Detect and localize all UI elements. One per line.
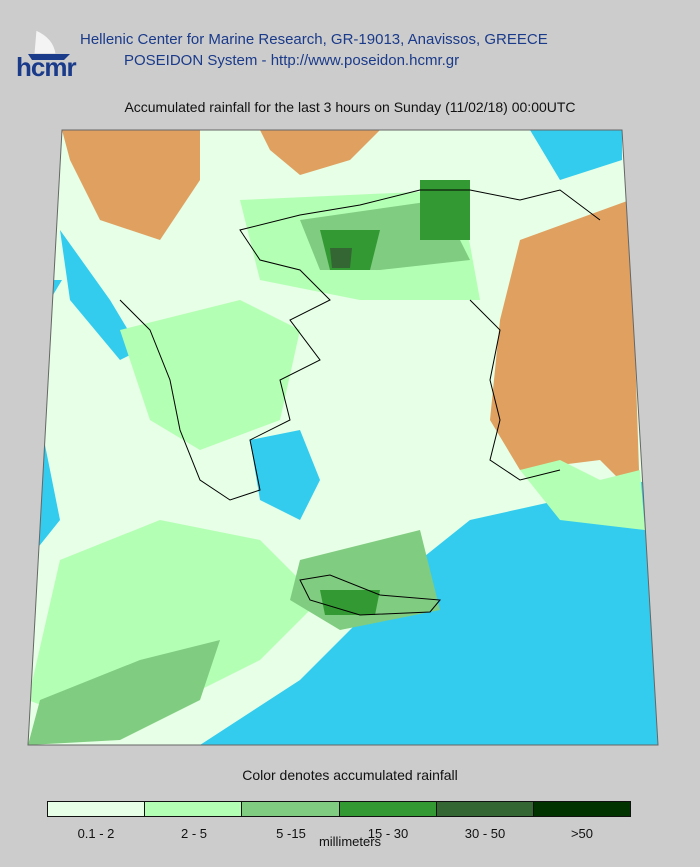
legend-swatch-5-15 xyxy=(242,802,340,816)
legend-swatch-gt50 xyxy=(533,802,631,816)
legend-swatch-30-50 xyxy=(436,802,534,816)
dry-nw xyxy=(62,130,200,240)
legend-swatch-2-5 xyxy=(145,802,243,816)
dry-anatolia xyxy=(490,200,640,500)
dry-north xyxy=(260,130,380,175)
coastline-crete xyxy=(299,574,441,616)
rain-2-5-east xyxy=(520,460,645,530)
legend-label: 30 - 50 xyxy=(464,826,506,841)
logo-text: hcmr xyxy=(16,52,77,82)
legend-label: 15 - 30 xyxy=(367,826,409,841)
legend-swatch-0.1-2 xyxy=(48,802,146,816)
legend-label: >50 xyxy=(570,826,594,841)
rain-15-30-b xyxy=(420,180,470,240)
rain-15-30-crete xyxy=(320,590,380,615)
sea-gulf xyxy=(250,430,320,520)
legend-color-bar xyxy=(47,801,631,817)
header-line-1: Hellenic Center for Marine Research, GR-… xyxy=(80,31,548,48)
map-frame xyxy=(27,129,659,746)
header-line-2[interactable]: POSEIDON System - http://www.poseidon.hc… xyxy=(124,52,460,69)
rain-30-50 xyxy=(330,248,352,268)
map-title: Accumulated rainfall for the last 3 hour… xyxy=(124,99,576,115)
legend-label: 2 - 5 xyxy=(180,826,207,841)
sea-ionian-north xyxy=(60,230,140,360)
rain-2-5-sw xyxy=(28,520,320,720)
coastline-mainland xyxy=(119,189,601,501)
sea-blacksea xyxy=(530,130,622,180)
rain-5-15-band xyxy=(28,640,220,745)
rain-2-5-greece xyxy=(120,300,300,450)
ship-logo-icon xyxy=(28,29,70,60)
coastline-turkey xyxy=(469,299,561,481)
legend-label: 0.1 - 2 xyxy=(77,826,115,841)
legend-title: Color denotes accumulated rainfall xyxy=(242,767,458,783)
legend-units: millimeters xyxy=(318,834,382,849)
legend-swatch-15-30 xyxy=(339,802,437,816)
legend-label: 5 -15 xyxy=(276,826,306,841)
